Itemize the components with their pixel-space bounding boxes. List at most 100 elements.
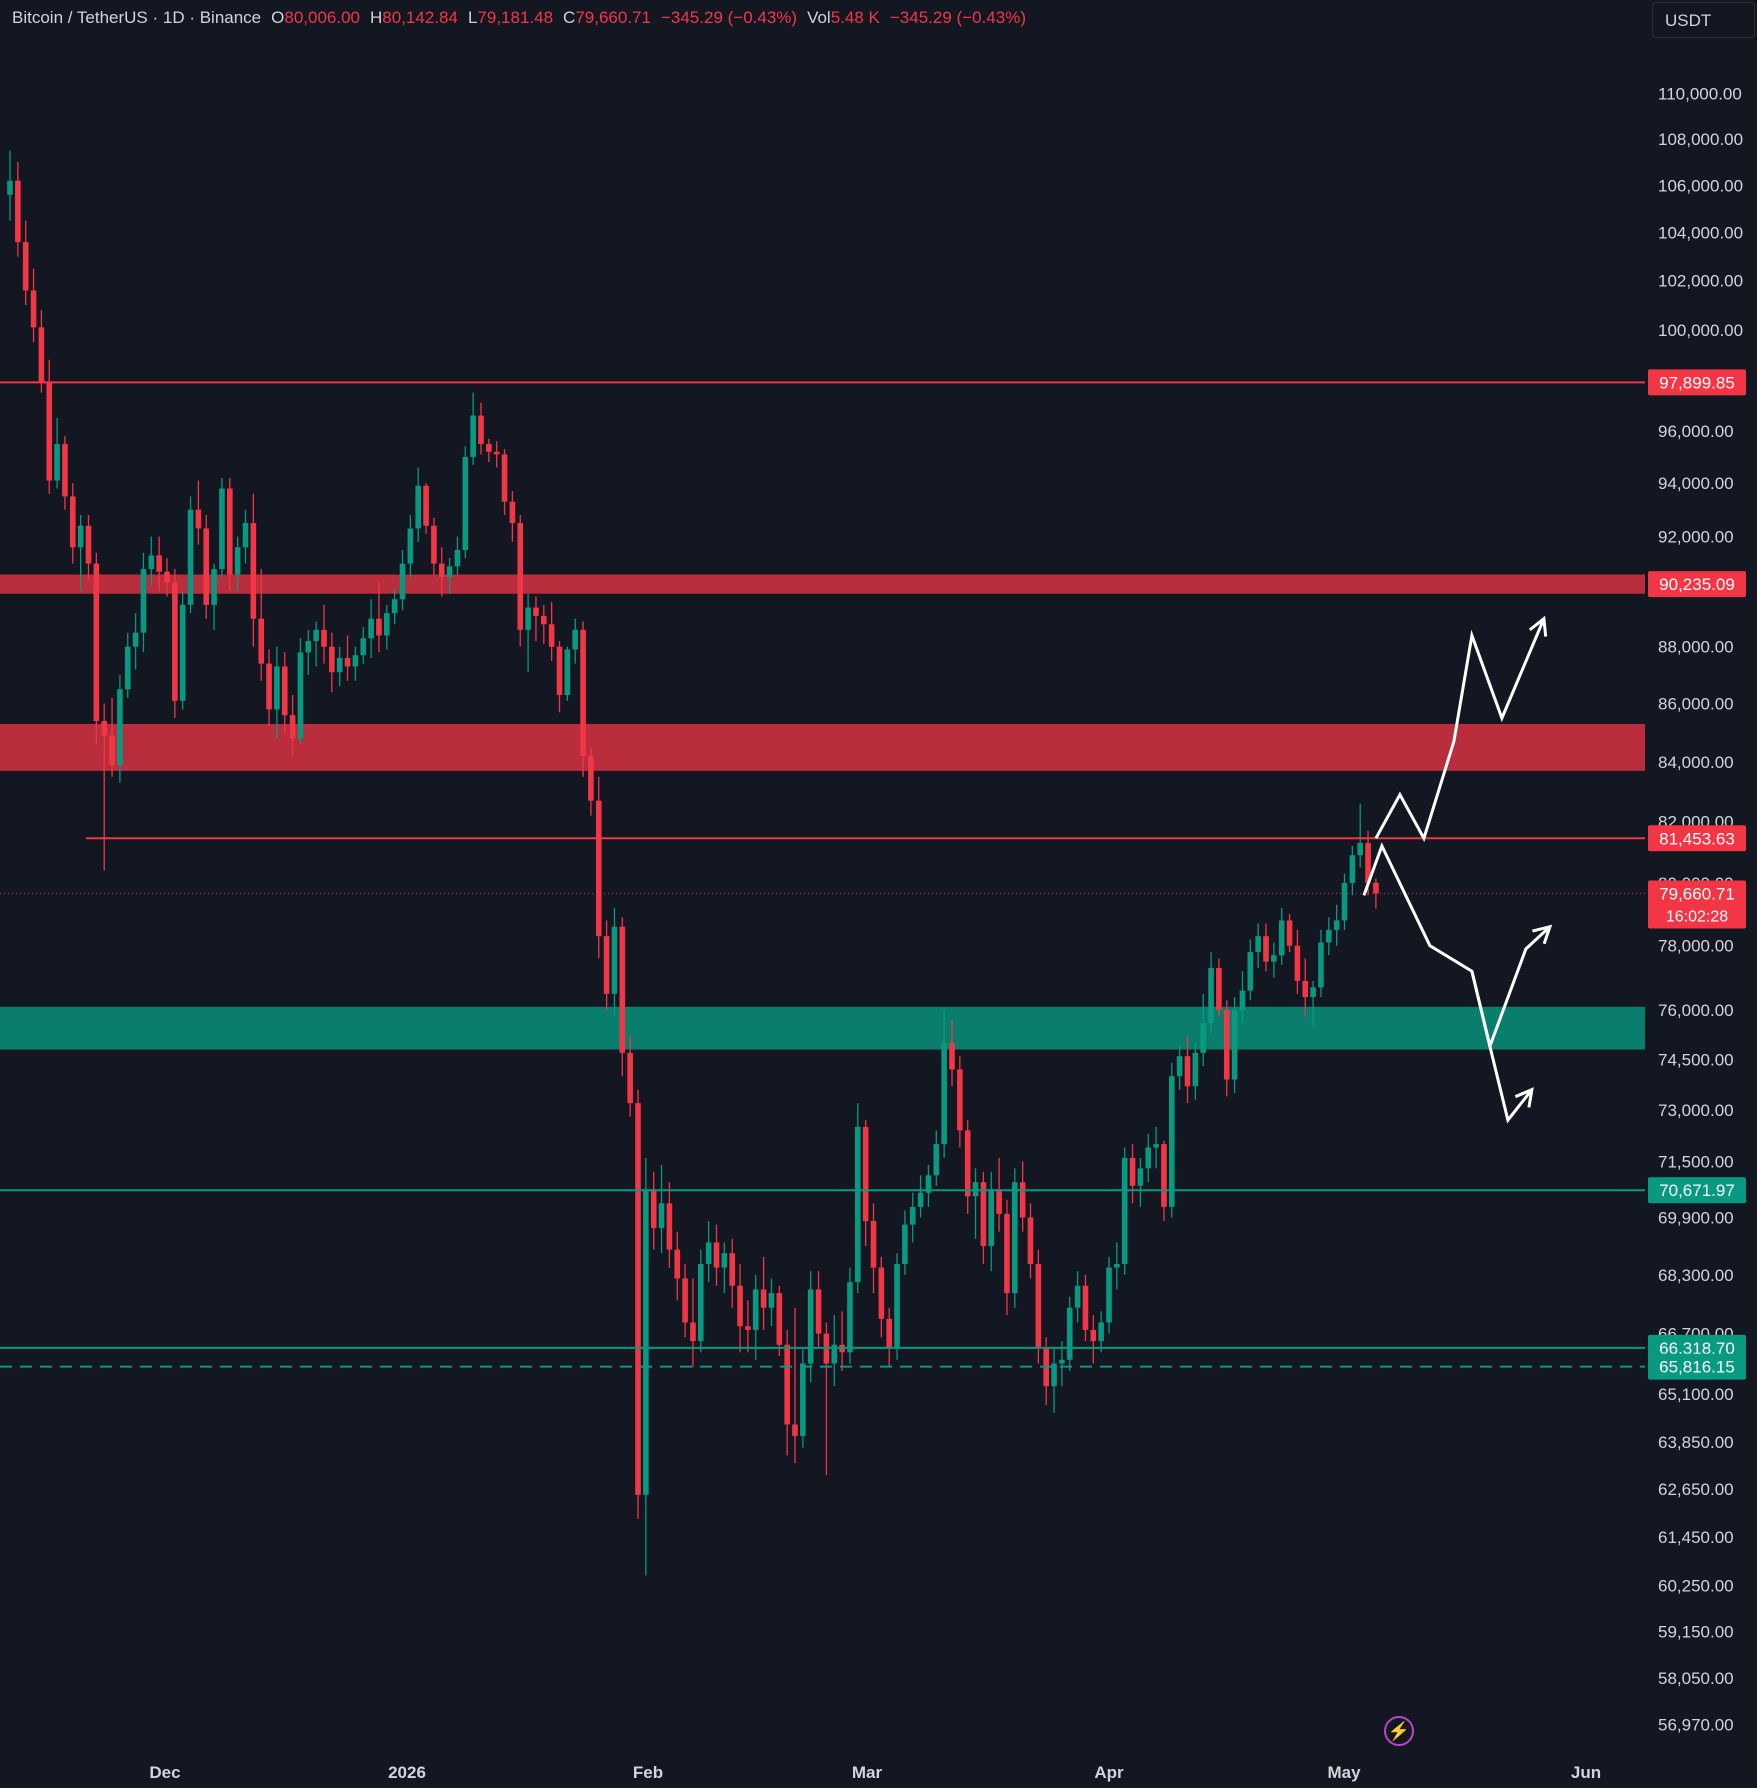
- candle-body[interactable]: [698, 1263, 704, 1342]
- candle-body[interactable]: [572, 629, 578, 650]
- candle-body[interactable]: [1318, 942, 1324, 988]
- candle-body[interactable]: [815, 1289, 822, 1334]
- candle-body[interactable]: [93, 563, 100, 722]
- candle-body[interactable]: [313, 629, 319, 642]
- candle-body[interactable]: [1255, 936, 1261, 953]
- candle-body[interactable]: [902, 1224, 908, 1264]
- candle-body[interactable]: [54, 443, 60, 481]
- candle-body[interactable]: [831, 1344, 838, 1364]
- candle-body[interactable]: [619, 926, 626, 1053]
- candle-body[interactable]: [721, 1253, 728, 1268]
- candle-body[interactable]: [219, 488, 225, 570]
- candle-body[interactable]: [462, 456, 469, 551]
- candle-body[interactable]: [1200, 1023, 1206, 1053]
- candle-body[interactable]: [1239, 990, 1246, 1011]
- candle-body[interactable]: [941, 1042, 947, 1145]
- candle-body[interactable]: [62, 443, 68, 497]
- candle-body[interactable]: [281, 666, 288, 716]
- candle-body[interactable]: [776, 1293, 783, 1345]
- candle-body[interactable]: [957, 1069, 963, 1131]
- candle-body[interactable]: [666, 1203, 673, 1250]
- candle-body[interactable]: [611, 926, 618, 994]
- candle-body[interactable]: [894, 1263, 900, 1349]
- candle-body[interactable]: [493, 451, 500, 455]
- candle-body[interactable]: [30, 290, 37, 328]
- candle-body[interactable]: [1145, 1147, 1152, 1169]
- candle-body[interactable]: [250, 523, 257, 619]
- candle-body[interactable]: [1192, 1052, 1199, 1087]
- candle-body[interactable]: [101, 721, 107, 736]
- candle-body[interactable]: [650, 1189, 657, 1229]
- candle-body[interactable]: [627, 1052, 633, 1104]
- candle-body[interactable]: [164, 571, 170, 583]
- price-zone[interactable]: [0, 723, 1645, 771]
- candle-body[interactable]: [595, 800, 602, 937]
- candle-body[interactable]: [203, 528, 210, 605]
- lightning-icon[interactable]: ⚡: [1384, 1716, 1414, 1746]
- candle-body[interactable]: [737, 1285, 743, 1327]
- candle-body[interactable]: [1357, 842, 1363, 856]
- candle-body[interactable]: [1027, 1217, 1034, 1264]
- candle-body[interactable]: [1051, 1363, 1057, 1387]
- candle-body[interactable]: [438, 563, 445, 578]
- candle-body[interactable]: [501, 454, 508, 502]
- candle-body[interactable]: [1223, 1010, 1230, 1080]
- candle-body[interactable]: [368, 618, 374, 639]
- candle-body[interactable]: [179, 604, 186, 701]
- candle-body[interactable]: [376, 618, 382, 636]
- candle-body[interactable]: [635, 1103, 641, 1495]
- candle-body[interactable]: [486, 443, 492, 452]
- candle-body[interactable]: [1310, 987, 1316, 998]
- candle-body[interactable]: [360, 638, 367, 656]
- candle-body[interactable]: [980, 1182, 987, 1246]
- symbol-name[interactable]: Bitcoin / TetherUS · 1D · Binance: [12, 8, 262, 27]
- candle-body[interactable]: [690, 1322, 696, 1342]
- candle-body[interactable]: [305, 641, 312, 653]
- candle-body[interactable]: [22, 242, 29, 291]
- candle-body[interactable]: [862, 1126, 869, 1222]
- candle-body[interactable]: [674, 1249, 681, 1279]
- candle-body[interactable]: [800, 1363, 806, 1437]
- candle-body[interactable]: [423, 485, 429, 526]
- bullish-projection-arrow[interactable]: [1374, 618, 1546, 843]
- candle-body[interactable]: [140, 569, 147, 633]
- candle-body[interactable]: [211, 569, 217, 605]
- candle-body[interactable]: [603, 936, 610, 994]
- price-zone[interactable]: [0, 1006, 1645, 1050]
- candle-body[interactable]: [454, 550, 461, 567]
- candle-body[interactable]: [1074, 1285, 1081, 1308]
- candle-body[interactable]: [917, 1192, 924, 1207]
- candle-body[interactable]: [855, 1126, 861, 1283]
- candle-body[interactable]: [195, 509, 202, 529]
- candle-body[interactable]: [588, 756, 594, 801]
- candle-body[interactable]: [996, 1189, 1002, 1214]
- price-zone[interactable]: [0, 574, 1645, 594]
- candle-body[interactable]: [70, 496, 76, 548]
- candle-body[interactable]: [517, 523, 524, 630]
- candle-body[interactable]: [336, 657, 343, 673]
- candle-body[interactable]: [564, 649, 571, 696]
- candle-body[interactable]: [1012, 1182, 1018, 1294]
- candle-body[interactable]: [768, 1293, 775, 1308]
- candle-body[interactable]: [384, 613, 390, 636]
- candle-body[interactable]: [658, 1203, 665, 1229]
- candle-body[interactable]: [124, 646, 131, 690]
- candle-body[interactable]: [933, 1144, 940, 1176]
- candle-body[interactable]: [1137, 1168, 1144, 1186]
- candle-body[interactable]: [1066, 1307, 1073, 1360]
- candle-body[interactable]: [1004, 1213, 1010, 1294]
- candle-body[interactable]: [1333, 920, 1340, 930]
- candle-body[interactable]: [391, 599, 398, 614]
- candle-body[interactable]: [1161, 1144, 1167, 1207]
- candle-body[interactable]: [949, 1042, 955, 1070]
- candle-body[interactable]: [713, 1242, 720, 1268]
- candle-body[interactable]: [407, 528, 414, 564]
- candle-body[interactable]: [1059, 1359, 1065, 1364]
- candle-body[interactable]: [234, 547, 241, 575]
- candle-body[interactable]: [1090, 1329, 1097, 1342]
- candle-body[interactable]: [1082, 1285, 1089, 1330]
- candle-body[interactable]: [807, 1289, 814, 1364]
- candle-body[interactable]: [274, 666, 280, 710]
- candle-body[interactable]: [15, 180, 21, 243]
